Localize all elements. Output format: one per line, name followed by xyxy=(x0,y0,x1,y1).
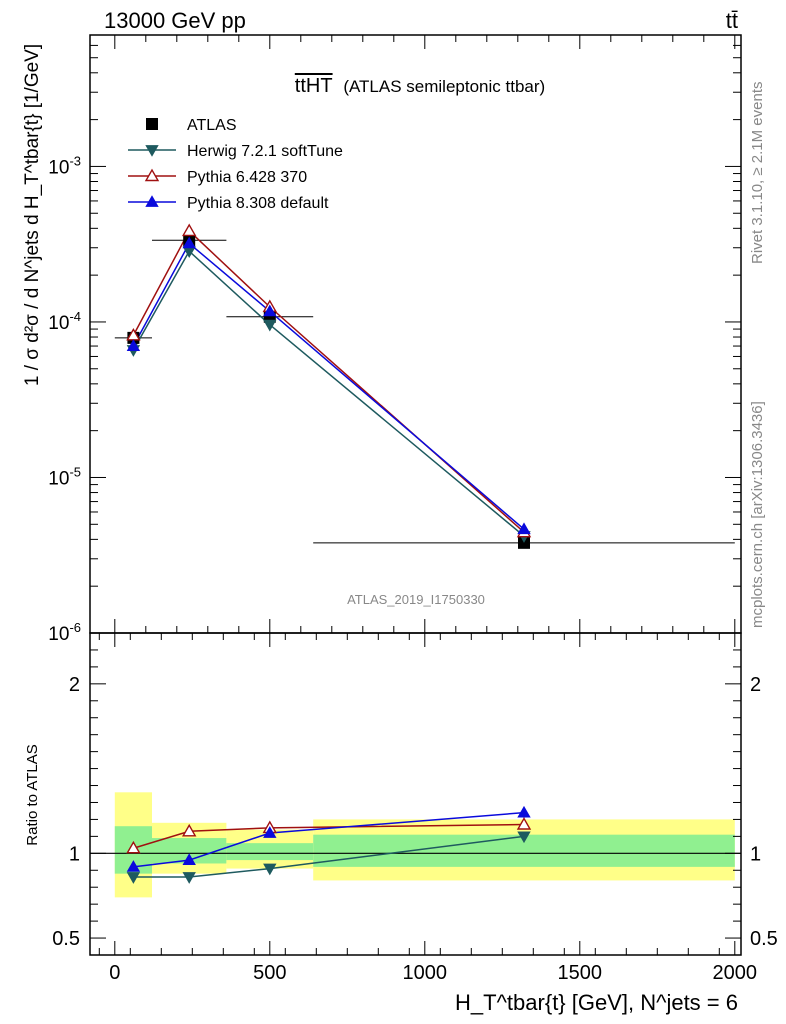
ratio-series-line-0 xyxy=(133,835,525,878)
ratio-bands-layer xyxy=(114,792,735,898)
ratio-series-line-1 xyxy=(133,823,525,849)
legend-marker-0 xyxy=(146,118,158,130)
main-title-text: (ATLAS semileptonic ttbar) xyxy=(343,77,545,96)
main-point-3 xyxy=(182,236,196,249)
header-left: 13000 GeV pp xyxy=(104,8,246,33)
ratio-point-1 xyxy=(126,840,141,854)
main-point-1 xyxy=(263,319,277,332)
ratio-y-axis-label: Ratio to ATLAS xyxy=(24,744,41,845)
ratio-plot-frame xyxy=(89,632,742,956)
main-point-2 xyxy=(181,223,197,237)
mcplots-label: mcplots.cern.ch [arXiv:1306.3436] xyxy=(749,401,766,628)
main-point-3 xyxy=(126,339,141,351)
legend-label-1: Herwig 7.2.1 softTune xyxy=(187,143,343,160)
main-y-axis-label: 1 / σ d²σ / d N^jets d H_T^tbar{t} [1/Ge… xyxy=(22,44,43,386)
main-point-3 xyxy=(263,304,277,317)
ratio-point-0 xyxy=(263,863,277,876)
ratio-y-tick-label-right: 1 xyxy=(750,843,761,865)
ratio-x-tick-label: 1000 xyxy=(403,962,448,984)
ratio-point-0 xyxy=(517,831,531,844)
ratio-y-tick-label-left: 0.5 xyxy=(52,928,80,950)
main-title-prefix: ttHT xyxy=(295,75,333,97)
ratio-point-1 xyxy=(181,823,197,837)
ratio-y-tick-label-left: 1 xyxy=(69,843,80,865)
ratio-y-tick-label-left: 2 xyxy=(69,674,80,696)
ratio-point-2 xyxy=(263,826,277,838)
x-axis-label: H_T^tbar{t} [GeV], N^jets = 6 xyxy=(455,990,738,1015)
legend-label-3: Pythia 8.308 default xyxy=(187,195,329,212)
ratio-x-tick-label: 1500 xyxy=(558,962,603,984)
ratio-ticks-layer: 0.5 0.5 1 1 2 2 0 500 1000 1500 2000 xyxy=(52,633,778,984)
ratio-series-layer xyxy=(126,805,532,884)
main-series-line-1 xyxy=(132,250,525,537)
legend-marker-1 xyxy=(145,145,159,157)
ratio-band-green xyxy=(226,843,314,861)
rivet-version-label: Rivet 3.1.10, ≥ 2.1M events xyxy=(749,82,766,265)
legend-label-2: Pythia 6.428 370 xyxy=(187,169,307,186)
ratio-point-2 xyxy=(182,853,196,865)
legend-label-0: ATLAS xyxy=(187,117,237,134)
ratio-x-tick-label: 500 xyxy=(253,962,286,984)
ratio-point-0 xyxy=(126,872,141,884)
ratio-point-2 xyxy=(517,805,531,818)
ratio-x-tick-label: 0 xyxy=(109,962,120,984)
ratio-point-2 xyxy=(126,860,141,872)
main-series-line-3 xyxy=(132,242,525,530)
ratio-x-tick-label: 2000 xyxy=(713,962,758,984)
main-plot: 10-6 10-5 10-4 10-3 ttHT (ATLAS semileptoni… xyxy=(22,34,742,645)
ratio-point-1 xyxy=(516,817,532,830)
legend: ATLAS Herwig 7.2.1 softTune Pythia 6.428 3… xyxy=(128,117,343,212)
ratio-plot: 0.5 0.5 1 1 2 2 0 500 1000 1500 2000 Ratio to ATLA… xyxy=(24,632,778,1015)
header-right: tt̄ xyxy=(726,8,738,33)
main-point-3 xyxy=(517,522,531,535)
legend-marker-2 xyxy=(144,168,160,182)
main-title: ttHT (ATLAS semileptonic ttbar) xyxy=(295,75,545,97)
main-watermark: ATLAS_2019_I1750330 xyxy=(347,592,485,607)
ratio-point-0 xyxy=(182,872,196,884)
ratio-y-tick-label-right: 2 xyxy=(750,674,761,696)
ratio-series-line-2 xyxy=(133,811,525,868)
main-y-tick-label: 10-6 xyxy=(48,620,81,645)
main-ticks-layer: 10-6 10-5 10-4 10-3 xyxy=(48,34,741,645)
main-y-tick-label: 10-5 xyxy=(48,464,81,489)
main-series-layer xyxy=(114,223,735,549)
legend-marker-3 xyxy=(145,195,159,207)
ratio-y-tick-label-right: 0.5 xyxy=(750,928,778,950)
main-y-tick-label: 10-3 xyxy=(48,153,81,178)
main-y-tick-label: 10-4 xyxy=(48,309,81,334)
